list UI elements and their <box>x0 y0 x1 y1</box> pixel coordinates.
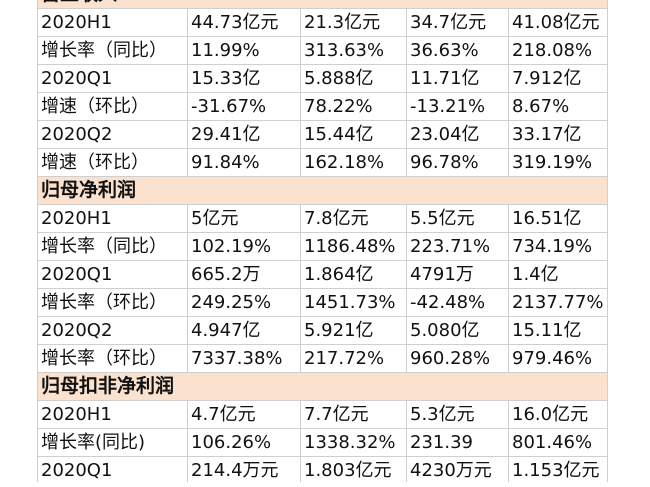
table-row: 增长率(同比) 106.26% 1338.32% 231.39 801.46% <box>37 428 608 457</box>
value-cell[interactable]: 11.71亿 <box>406 64 509 93</box>
value-cell[interactable]: 665.2万 <box>187 260 301 289</box>
value-cell[interactable]: 7.7亿元 <box>300 400 407 429</box>
row-label-cell[interactable]: 增长率(同比) <box>37 428 188 457</box>
value-cell[interactable]: 1.864亿 <box>300 260 407 289</box>
spreadsheet-body: 营业收入2020H144.73亿元21.3亿元34.7亿元41.08亿元增长率（… <box>37 0 608 485</box>
section-header-cell[interactable]: 归母扣非净利润 <box>37 372 608 401</box>
table-row: 2020Q1 665.2万 1.864亿 4791万 1.4亿 <box>37 260 608 289</box>
value-cell[interactable]: 223.71% <box>406 232 509 261</box>
value-cell[interactable]: 1451.73% <box>300 288 407 317</box>
row-label-cell[interactable]: 增长率（同比） <box>37 232 188 261</box>
section-header-row: 营业收入 <box>37 0 608 9</box>
partial-row-cutoff <box>37 482 649 487</box>
row-label-cell[interactable]: 2020Q2 <box>37 316 188 345</box>
row-label-cell[interactable]: 增长率（同比） <box>37 36 188 65</box>
row-label-cell[interactable]: 2020H1 <box>37 8 188 37</box>
value-cell[interactable]: 102.19% <box>187 232 301 261</box>
row-label-cell[interactable]: 2020Q1 <box>37 456 188 485</box>
value-cell[interactable]: 78.22% <box>300 92 407 121</box>
table-row: 2020Q1 15.33亿 5.888亿 11.71亿 7.912亿 <box>37 64 608 93</box>
value-cell[interactable]: 319.19% <box>508 148 608 177</box>
value-cell[interactable]: -42.48% <box>406 288 509 317</box>
table-row: 2020Q1 214.4万元 1.803亿元 4230万元 1.153亿元 <box>37 456 608 485</box>
table-row: 2020H1 44.73亿元 21.3亿元 34.7亿元 41.08亿元 <box>37 8 608 37</box>
table-row: 增长率（环比） 249.25% 1451.73% -42.48% 2137.77% <box>37 288 608 317</box>
value-cell[interactable]: 4791万 <box>406 260 509 289</box>
table-row: 增长率（同比） 11.99% 313.63% 36.63% 218.08% <box>37 36 608 65</box>
value-cell[interactable]: 1338.32% <box>300 428 407 457</box>
value-cell[interactable]: 7.8亿元 <box>300 204 407 233</box>
value-cell[interactable]: 5.080亿 <box>406 316 509 345</box>
value-cell[interactable]: 4230万元 <box>406 456 509 485</box>
value-cell[interactable]: 218.08% <box>508 36 608 65</box>
value-cell[interactable]: 29.41亿 <box>187 120 301 149</box>
value-cell[interactable]: 4.7亿元 <box>187 400 301 429</box>
value-cell[interactable]: -31.67% <box>187 92 301 121</box>
value-cell[interactable]: 15.11亿 <box>508 316 608 345</box>
row-label-cell[interactable]: 增速（环比） <box>37 92 188 121</box>
value-cell[interactable]: 979.46% <box>508 344 608 373</box>
value-cell[interactable]: 214.4万元 <box>187 456 301 485</box>
value-cell[interactable]: 1.4亿 <box>508 260 608 289</box>
section-header-cell[interactable]: 归母净利润 <box>37 176 608 205</box>
table-row: 2020Q2 4.947亿 5.921亿 5.080亿 15.11亿 <box>37 316 608 345</box>
table-row: 2020Q2 29.41亿 15.44亿 23.04亿 33.17亿 <box>37 120 608 149</box>
value-cell[interactable]: 231.39 <box>406 428 509 457</box>
value-cell[interactable]: 7337.38% <box>187 344 301 373</box>
spreadsheet-table: 营业收入2020H144.73亿元21.3亿元34.7亿元41.08亿元增长率（… <box>37 0 608 485</box>
value-cell[interactable]: 36.63% <box>406 36 509 65</box>
table-row: 增长率（同比） 102.19% 1186.48% 223.71% 734.19% <box>37 232 608 261</box>
value-cell[interactable]: 5亿元 <box>187 204 301 233</box>
table-row: 2020H1 5亿元 7.8亿元 5.5亿元 16.51亿 <box>37 204 608 233</box>
row-label-cell[interactable]: 增长率（环比） <box>37 344 188 373</box>
row-label-cell[interactable]: 增长率（环比） <box>37 288 188 317</box>
value-cell[interactable]: 44.73亿元 <box>187 8 301 37</box>
row-label-cell[interactable]: 增速（环比） <box>37 148 188 177</box>
value-cell[interactable]: 960.28% <box>406 344 509 373</box>
section-header-row: 归母扣非净利润 <box>37 372 608 401</box>
value-cell[interactable]: 21.3亿元 <box>300 8 407 37</box>
value-cell[interactable]: 249.25% <box>187 288 301 317</box>
row-label-cell[interactable]: 2020Q1 <box>37 64 188 93</box>
value-cell[interactable]: 2137.77% <box>508 288 608 317</box>
value-cell[interactable]: 8.67% <box>508 92 608 121</box>
value-cell[interactable]: 34.7亿元 <box>406 8 509 37</box>
value-cell[interactable]: 313.63% <box>300 36 407 65</box>
value-cell[interactable]: 162.18% <box>300 148 407 177</box>
value-cell[interactable]: 106.26% <box>187 428 301 457</box>
value-cell[interactable]: 1.153亿元 <box>508 456 608 485</box>
value-cell[interactable]: 4.947亿 <box>187 316 301 345</box>
value-cell[interactable]: 217.72% <box>300 344 407 373</box>
value-cell[interactable]: 1.803亿元 <box>300 456 407 485</box>
value-cell[interactable]: 5.5亿元 <box>406 204 509 233</box>
row-label-cell[interactable]: 2020Q2 <box>37 120 188 149</box>
value-cell[interactable]: 23.04亿 <box>406 120 509 149</box>
value-cell[interactable]: 734.19% <box>508 232 608 261</box>
value-cell[interactable]: 5.921亿 <box>300 316 407 345</box>
table-row: 增速（环比） -31.67% 78.22% -13.21% 8.67% <box>37 92 608 121</box>
table-row: 2020H1 4.7亿元 7.7亿元 5.3亿元 16.0亿元 <box>37 400 608 429</box>
value-cell[interactable]: 801.46% <box>508 428 608 457</box>
value-cell[interactable]: 16.51亿 <box>508 204 608 233</box>
value-cell[interactable]: 11.99% <box>187 36 301 65</box>
section-header-cell[interactable]: 营业收入 <box>37 0 608 9</box>
section-header-row: 归母净利润 <box>37 176 608 205</box>
row-label-cell[interactable]: 2020H1 <box>37 400 188 429</box>
value-cell[interactable]: 41.08亿元 <box>508 8 608 37</box>
row-label-cell[interactable]: 2020Q1 <box>37 260 188 289</box>
value-cell[interactable]: 91.84% <box>187 148 301 177</box>
row-label-cell[interactable]: 2020H1 <box>37 204 188 233</box>
table-row: 增速（环比） 91.84% 162.18% 96.78% 319.19% <box>37 148 608 177</box>
value-cell[interactable]: 5.888亿 <box>300 64 407 93</box>
value-cell[interactable]: 15.33亿 <box>187 64 301 93</box>
value-cell[interactable]: 33.17亿 <box>508 120 608 149</box>
value-cell[interactable]: 96.78% <box>406 148 509 177</box>
value-cell[interactable]: 7.912亿 <box>508 64 608 93</box>
value-cell[interactable]: 15.44亿 <box>300 120 407 149</box>
table-row: 增长率（环比） 7337.38% 217.72% 960.28% 979.46% <box>37 344 608 373</box>
value-cell[interactable]: 1186.48% <box>300 232 407 261</box>
value-cell[interactable]: -13.21% <box>406 92 509 121</box>
value-cell[interactable]: 5.3亿元 <box>406 400 509 429</box>
value-cell[interactable]: 16.0亿元 <box>508 400 608 429</box>
